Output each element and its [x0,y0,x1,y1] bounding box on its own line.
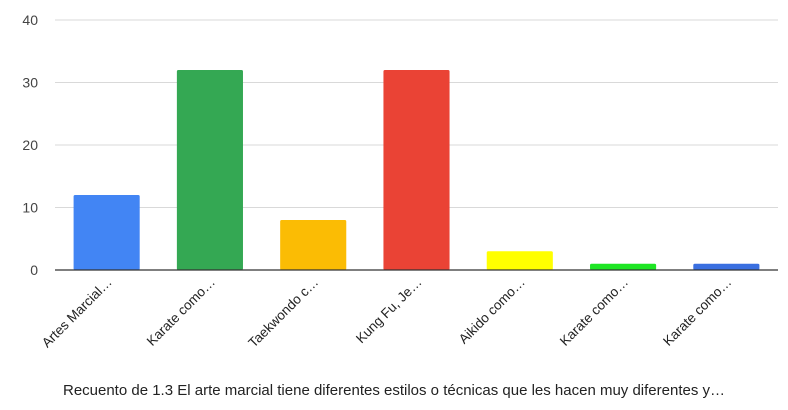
bar [280,220,347,270]
y-tick-label: 0 [30,262,38,278]
x-axis-title: Recuento de 1.3 El arte marcial tiene di… [62,382,726,399]
x-axis-labels: Artes Marcial… Karate como… Taekwondo c… Ku… [39,275,735,351]
x-tick-label: Karate como… [660,275,734,349]
y-tick-label: 10 [22,200,38,216]
x-tick-label: Karate como… [557,275,631,349]
x-tick-label: Aikido como… [456,275,528,347]
x-tick-label: Taekwondo c… [245,275,321,351]
x-tick-label: Kung Fu, Je… [353,275,425,347]
bar [693,263,760,270]
y-tick-label: 40 [22,12,38,28]
bars [73,70,760,270]
bar [383,70,450,270]
y-tick-label: 30 [22,75,38,91]
y-axis-ticks: 0 10 20 30 40 [22,12,38,278]
x-tick-label: Karate como… [144,275,218,349]
bar [176,70,243,270]
y-tick-label: 20 [22,137,38,153]
bar [590,263,657,270]
bar [73,195,140,270]
x-tick-label: Artes Marcial… [39,275,115,351]
bar [486,251,553,270]
